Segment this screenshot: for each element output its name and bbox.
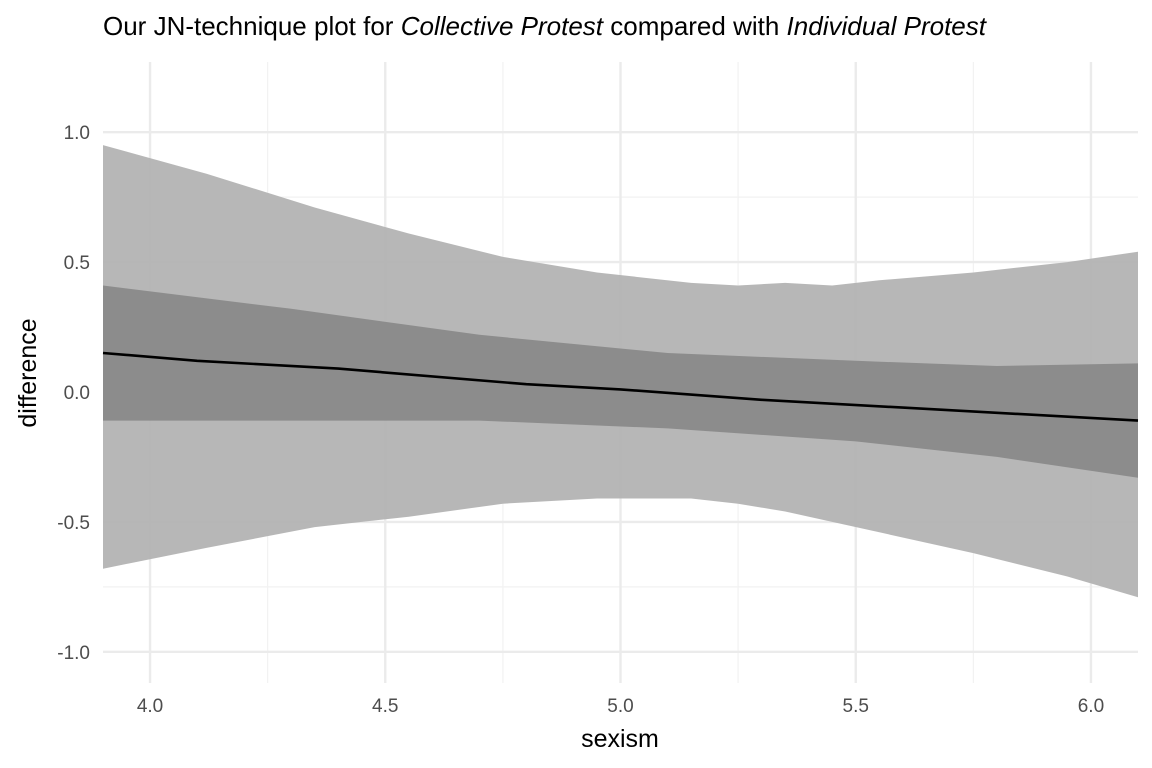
y-tick-label: 0.0 [64, 383, 90, 404]
difference-estimate-line [102, 351, 1139, 422]
x-tick-label: 6.0 [1078, 696, 1104, 717]
x-tick-label: 4.0 [137, 696, 163, 717]
x-tick-labels: 4.0 4.5 5.0 5.5 6.0 [137, 696, 1104, 717]
y-tick-label: -1.0 [57, 643, 90, 664]
y-tick-label: 1.0 [64, 123, 90, 144]
y-axis-title: difference [14, 318, 42, 427]
chart-title-group-b: Individual Protest [787, 11, 988, 41]
x-tick-label: 5.5 [843, 696, 869, 717]
y-tick-labels: -1.0 -0.5 0.0 0.5 1.0 [57, 123, 90, 664]
x-tick-label: 5.0 [607, 696, 633, 717]
chart-title-prefix: Our JN-technique plot for [103, 11, 401, 41]
chart-title-group-a: Collective Protest [401, 11, 605, 41]
y-tick-label: 0.5 [64, 253, 90, 274]
chart-title-middle: compared with [603, 11, 787, 41]
band-layer [103, 145, 1138, 598]
confidence-band-inner [103, 285, 1138, 478]
x-axis-title: sexism [581, 725, 659, 753]
chart-title: Our JN-technique plot for Collective Pro… [103, 11, 988, 41]
x-tick-label: 4.5 [372, 696, 398, 717]
y-tick-label: -0.5 [57, 513, 90, 534]
line-layer [102, 351, 1139, 422]
